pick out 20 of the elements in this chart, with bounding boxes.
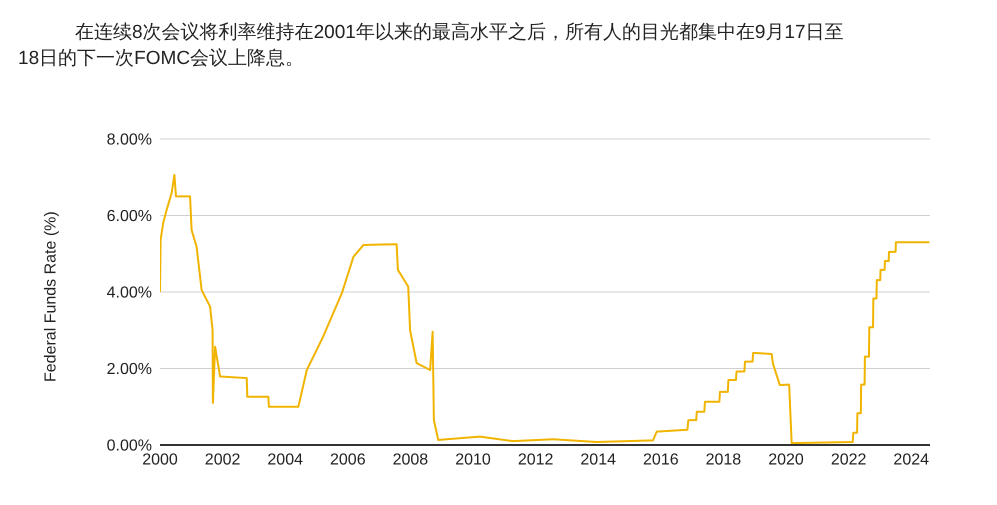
x-tick-label: 2004 — [267, 451, 304, 468]
y-axis-title: Federal Funds Rate (%) — [42, 211, 60, 382]
x-tick-label: 2012 — [518, 451, 554, 468]
x-tick-label: 2006 — [330, 451, 366, 468]
x-tick-label: 2018 — [706, 451, 742, 468]
y-tick-label: 8.00% — [106, 132, 152, 149]
x-tick-label: 2008 — [392, 451, 428, 468]
x-tick-label: 2000 — [142, 451, 178, 468]
line-series — [160, 174, 930, 444]
y-tick-label: 6.00% — [106, 208, 152, 226]
x-tick-label: 2002 — [204, 451, 240, 468]
chart-title: 在连续8次会议将利率维持在2001年以来的最高水平之后，所有人的目光都集中在9月17日至18日的下一次FOMC会议上降息。 — [18, 21, 845, 71]
x-tick-label: 2010 — [455, 451, 491, 468]
x-tick-label: 2022 — [830, 451, 867, 468]
x-tick-label: 2014 — [580, 451, 616, 468]
y-tick-label: 4.00% — [106, 284, 152, 302]
x-tick-label: 2024 — [893, 451, 930, 468]
y-tick-label: 2.00% — [106, 361, 152, 378]
x-tick-label: 2020 — [768, 451, 804, 468]
x-tick-label: 2016 — [643, 451, 679, 468]
